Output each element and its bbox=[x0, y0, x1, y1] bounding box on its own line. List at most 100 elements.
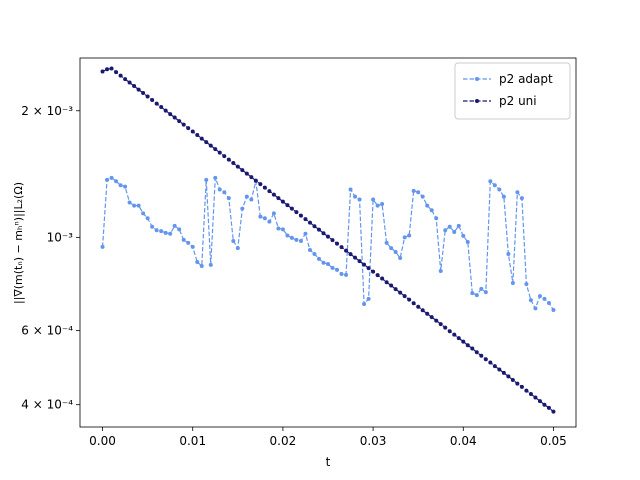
data-point bbox=[316, 256, 321, 261]
data-point bbox=[262, 216, 267, 221]
data-point bbox=[339, 272, 344, 277]
data-point bbox=[100, 69, 105, 74]
y-tick-label: 10⁻³ bbox=[47, 230, 74, 244]
data-point bbox=[456, 223, 461, 228]
data-point bbox=[470, 291, 475, 296]
data-point bbox=[289, 206, 294, 211]
data-point bbox=[316, 227, 321, 232]
data-point bbox=[443, 228, 448, 233]
data-point bbox=[384, 280, 389, 285]
data-point bbox=[285, 233, 290, 238]
data-point bbox=[357, 259, 362, 264]
data-point bbox=[452, 229, 457, 234]
data-point bbox=[542, 296, 547, 301]
data-point bbox=[267, 189, 272, 194]
y-tick-label: 2 × 10⁻³ bbox=[21, 104, 73, 118]
y-tick-label: 4 × 10⁻⁴ bbox=[21, 398, 73, 412]
data-point bbox=[528, 298, 533, 303]
data-point bbox=[235, 246, 240, 251]
data-point bbox=[298, 239, 303, 244]
data-point bbox=[123, 77, 128, 82]
data-point bbox=[501, 370, 506, 375]
data-point bbox=[393, 249, 398, 254]
data-point bbox=[289, 235, 294, 240]
data-point bbox=[537, 399, 542, 404]
data-point bbox=[533, 395, 538, 400]
data-point bbox=[456, 336, 461, 341]
data-point bbox=[258, 214, 263, 219]
data-point bbox=[145, 94, 150, 99]
data-point bbox=[168, 231, 173, 236]
legend-marker bbox=[475, 77, 479, 81]
data-point bbox=[285, 203, 290, 208]
data-point bbox=[362, 262, 367, 267]
data-point bbox=[168, 112, 173, 117]
data-point bbox=[321, 231, 326, 236]
data-point bbox=[240, 206, 245, 211]
x-tick-label: 0.02 bbox=[270, 434, 297, 448]
data-point bbox=[267, 219, 272, 224]
data-point bbox=[492, 183, 497, 188]
data-point bbox=[420, 194, 425, 199]
data-point bbox=[506, 251, 511, 256]
data-point bbox=[141, 211, 146, 216]
data-point bbox=[344, 248, 349, 253]
data-point bbox=[181, 237, 186, 242]
data-point bbox=[402, 235, 407, 240]
data-point bbox=[150, 224, 155, 229]
data-point bbox=[240, 168, 245, 173]
data-point bbox=[172, 115, 177, 120]
data-point bbox=[524, 388, 529, 393]
data-point bbox=[249, 197, 254, 202]
data-point bbox=[330, 265, 335, 270]
data-point bbox=[416, 304, 421, 309]
data-point bbox=[344, 272, 349, 277]
legend-label: p2 adapt bbox=[499, 72, 553, 86]
data-point bbox=[276, 226, 281, 231]
data-point bbox=[231, 239, 236, 244]
data-point bbox=[222, 190, 227, 195]
data-point bbox=[276, 196, 281, 201]
data-point bbox=[213, 147, 218, 152]
data-point bbox=[434, 216, 439, 221]
data-point bbox=[375, 273, 380, 278]
data-point bbox=[208, 143, 213, 148]
data-point bbox=[163, 108, 168, 113]
data-point bbox=[438, 322, 443, 327]
data-point bbox=[226, 196, 231, 201]
data-point bbox=[114, 179, 119, 184]
data-point bbox=[371, 197, 376, 202]
data-point bbox=[321, 260, 326, 265]
data-point bbox=[447, 329, 452, 334]
data-point bbox=[177, 119, 182, 124]
data-point bbox=[416, 190, 421, 195]
data-point bbox=[425, 203, 430, 208]
data-point bbox=[271, 211, 276, 216]
data-point bbox=[303, 231, 308, 236]
data-point bbox=[470, 346, 475, 351]
data-point bbox=[348, 187, 353, 192]
data-point bbox=[186, 126, 191, 131]
data-point bbox=[371, 269, 376, 274]
x-axis-label: t bbox=[326, 455, 331, 469]
data-point bbox=[353, 194, 358, 199]
data-point bbox=[271, 192, 276, 197]
data-point bbox=[244, 171, 249, 176]
data-point bbox=[330, 238, 335, 243]
data-point bbox=[434, 318, 439, 323]
data-point bbox=[393, 287, 398, 292]
data-point bbox=[177, 227, 182, 232]
data-point bbox=[294, 237, 299, 242]
data-point bbox=[411, 301, 416, 306]
x-tick-label: 0.05 bbox=[540, 434, 567, 448]
data-point bbox=[244, 194, 249, 199]
data-point bbox=[312, 251, 317, 256]
data-point bbox=[506, 374, 511, 379]
data-point bbox=[411, 188, 416, 193]
data-point bbox=[208, 262, 213, 267]
data-point bbox=[407, 297, 412, 302]
data-point bbox=[217, 150, 222, 155]
data-point bbox=[546, 301, 551, 306]
data-point bbox=[280, 227, 285, 232]
legend-marker bbox=[475, 99, 479, 103]
